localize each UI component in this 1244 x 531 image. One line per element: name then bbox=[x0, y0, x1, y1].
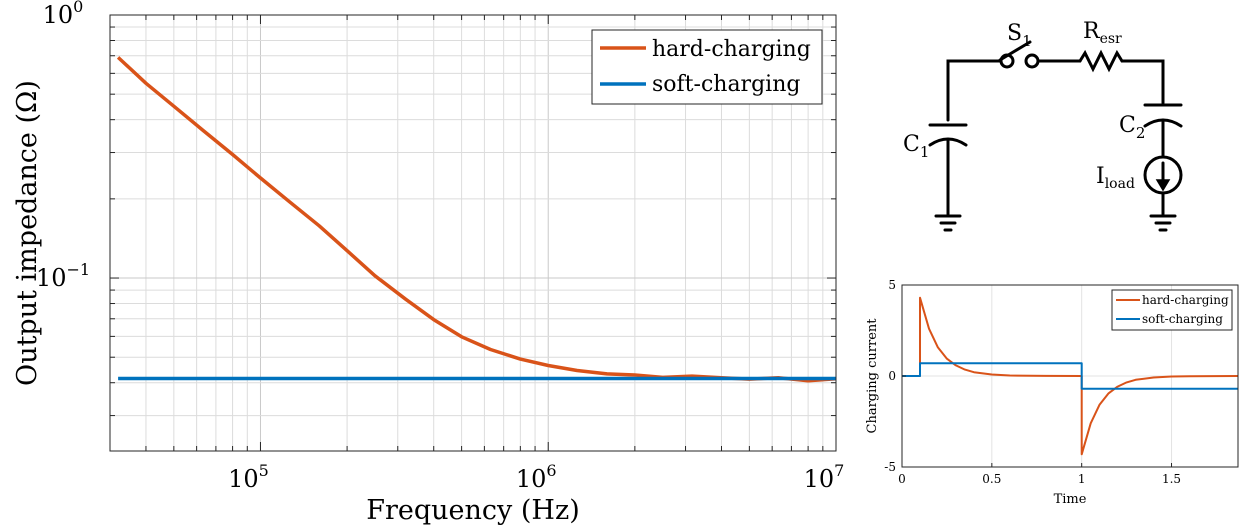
legend-label-soft-charging: soft-charging bbox=[652, 72, 800, 97]
inset-series-line-soft-charging bbox=[902, 362, 1238, 390]
wire-left-top bbox=[946, 59, 1002, 122]
inset-series-line-hard-charging bbox=[902, 296, 1239, 456]
source-label: Iload bbox=[1096, 164, 1135, 192]
inset-y-tick-label: 0 bbox=[888, 369, 896, 383]
x-axis-label: Frequency (Hz) bbox=[366, 495, 579, 526]
series-group bbox=[116, 56, 837, 383]
resistor-symbol bbox=[1078, 49, 1124, 73]
impedance-chart: 105 106 107 10−1 100 Frequency (Hz) Output i… bbox=[12, 0, 844, 526]
y-tick-label: 100 bbox=[43, 0, 84, 29]
inset-x-tick-label: 1 bbox=[1078, 472, 1086, 486]
inset-y-tick-label: -5 bbox=[884, 460, 896, 474]
inset-series-group bbox=[902, 296, 1239, 456]
y-axis-label: Output impedance (Ω) bbox=[12, 80, 43, 386]
inset-x-axis-label: Time bbox=[1054, 492, 1087, 507]
inset-legend-label-soft-charging: soft-charging bbox=[1142, 312, 1223, 326]
cap1-label: C1 bbox=[903, 132, 929, 161]
switch-label: S1 bbox=[1007, 21, 1032, 50]
x-tick-label: 106 bbox=[516, 461, 557, 493]
inset-x-tick-label: 1.5 bbox=[1162, 472, 1181, 486]
circuit-schematic bbox=[928, 40, 1183, 232]
legend-label-hard-charging: hard-charging bbox=[652, 37, 811, 62]
x-tick-label: 105 bbox=[228, 461, 269, 493]
tick-group: 105 106 107 10−1 100 bbox=[36, 0, 844, 493]
current-source-arrow-head bbox=[1155, 179, 1171, 192]
inset-x-tick-label: 0.5 bbox=[982, 472, 1001, 486]
legend-box bbox=[591, 29, 823, 105]
inset-legend-box bbox=[1111, 289, 1233, 331]
x-tick-label: 107 bbox=[804, 461, 845, 493]
wire-right-top bbox=[1120, 59, 1165, 105]
axes-box bbox=[109, 14, 837, 452]
cap2-label: C2 bbox=[1119, 113, 1145, 142]
inset-y-axis-label: Charging current bbox=[865, 318, 880, 434]
resistor-label: Resr bbox=[1083, 19, 1122, 47]
circuit-labels: S1 Resr C1 C2 Iload bbox=[903, 19, 1145, 192]
inset-y-tick-label: 5 bbox=[888, 278, 896, 292]
inset-legend: hard-charging soft-charging bbox=[1111, 289, 1233, 331]
inset-tick-group: 0 0.5 1 1.5-505 bbox=[884, 278, 1181, 486]
switch-terminal-right bbox=[1024, 53, 1040, 69]
charging-current-chart: 0 0.5 1 1.5-505 Time Charging current hard-… bbox=[865, 278, 1239, 507]
switch-blade bbox=[998, 40, 1032, 62]
inset-legend-label-hard-charging: hard-charging bbox=[1142, 293, 1229, 307]
y-tick-label: 10−1 bbox=[36, 260, 90, 292]
legend: hard-charging soft-charging bbox=[591, 29, 823, 105]
inset-x-tick-label: 0 bbox=[898, 472, 906, 486]
